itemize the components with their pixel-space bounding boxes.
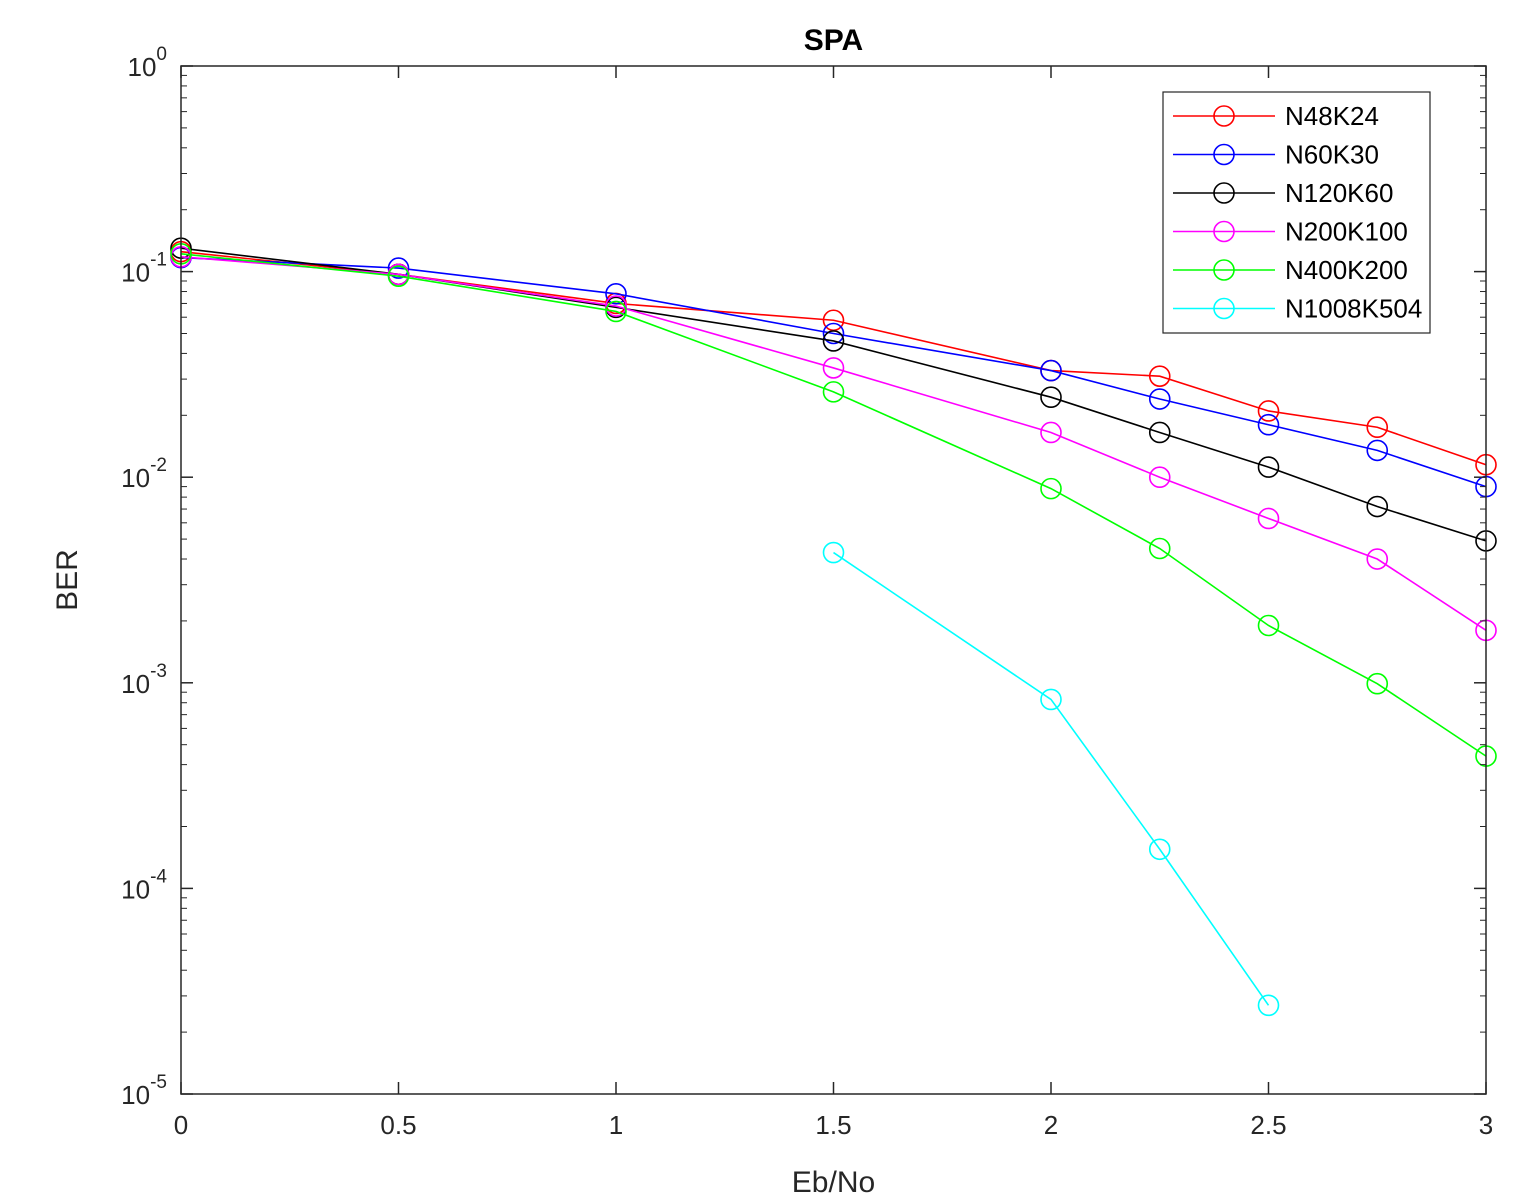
y-tick-base: 10 [121,1080,150,1110]
data-point [1040,688,1062,711]
legend-label: N400K200 [1285,255,1408,285]
y-tick-exponent: 0 [156,44,167,65]
data-point [1257,400,1280,422]
y-tick-label: 100 [128,44,168,82]
legend-marker [1213,143,1235,166]
y-tick-label: 10-4 [121,866,167,904]
y-tick-base: 10 [121,463,150,493]
y-tick-base: 10 [121,258,150,288]
data-point [822,381,845,403]
y-tick-label: 10-3 [121,661,167,699]
y-tick-exponent: -3 [150,661,167,682]
series-line [180,253,1487,757]
y-tick-exponent: -5 [150,1072,167,1093]
legend-marker [1213,259,1235,281]
y-tick-label: 10-5 [121,1072,167,1110]
series-n1008k504 [822,541,1280,1017]
series-n60k30 [170,246,1497,498]
x-tick-label: 2 [1044,1110,1058,1140]
data-point [822,322,845,345]
legend-item: N120K60 [1173,178,1393,208]
legend-item: N200K100 [1173,217,1408,247]
x-tick-label: 3 [1479,1110,1493,1140]
data-point [1366,416,1389,439]
data-point [605,295,627,317]
data-point [605,282,627,305]
series-line [180,256,1487,631]
legend-marker [1213,220,1235,243]
y-axis-label: BER [51,549,84,611]
x-tick-label: 1 [609,1110,623,1140]
x-tick-label: 2.5 [1250,1110,1286,1140]
data-point [1148,388,1171,410]
legend-item: N1008K504 [1173,294,1422,324]
legend-item: N400K200 [1173,255,1408,285]
legend-item: N48K24 [1173,101,1379,131]
data-point [387,265,410,287]
y-tick-exponent: -1 [150,250,167,271]
data-point [1148,365,1171,387]
series-line [180,256,1487,488]
y-tick-exponent: -2 [150,455,167,476]
legend-label: N200K100 [1285,217,1408,247]
legend-label: N120K60 [1285,178,1393,208]
legend-marker [1213,182,1235,204]
legend-label: N1008K504 [1285,294,1422,324]
data-point [605,300,627,323]
data-point [1148,466,1171,489]
data-point [1366,672,1389,695]
x-tick-label: 0.5 [380,1110,416,1140]
legend: N48K24 N60K30 N120K60 N200K100 N400K200 N1008… [1162,91,1431,334]
data-point [1148,537,1171,560]
data-point [822,330,845,352]
data-point [1148,838,1171,861]
data-point [1148,421,1171,444]
legend-marker [1213,297,1235,320]
y-tick-exponent: -4 [150,866,167,887]
data-point [1366,548,1389,570]
data-point [1257,507,1280,530]
legend-box [1162,91,1431,334]
x-tick-label: 0 [174,1110,188,1140]
y-tick-base: 10 [128,52,157,82]
data-point [1040,477,1062,500]
legend-label: N60K30 [1285,140,1379,170]
data-point [822,357,845,379]
data-point [1040,421,1062,444]
data-point [1257,994,1280,1017]
y-tick-base: 10 [121,874,150,904]
y-tick-label: 10-2 [121,455,167,493]
data-point [1366,495,1389,518]
legend-marker [1213,105,1235,127]
data-point [822,541,845,564]
data-point [1257,456,1280,478]
legend-item: N60K30 [1173,140,1379,170]
legend-label: N48K24 [1285,101,1379,131]
data-point [1040,386,1062,408]
data-point [1366,439,1389,462]
y-tick-base: 10 [121,669,150,699]
x-tick-label: 1.5 [815,1110,851,1140]
series-line [833,551,1270,1006]
data-point [387,257,410,279]
data-point [1257,413,1280,436]
data-point [1257,614,1280,637]
y-tick-label: 10-1 [121,250,167,288]
chart-title: SPA [804,24,863,57]
x-axis-label: Eb/No [792,1166,875,1199]
data-point [1040,359,1062,382]
series-layer [170,237,1497,1017]
